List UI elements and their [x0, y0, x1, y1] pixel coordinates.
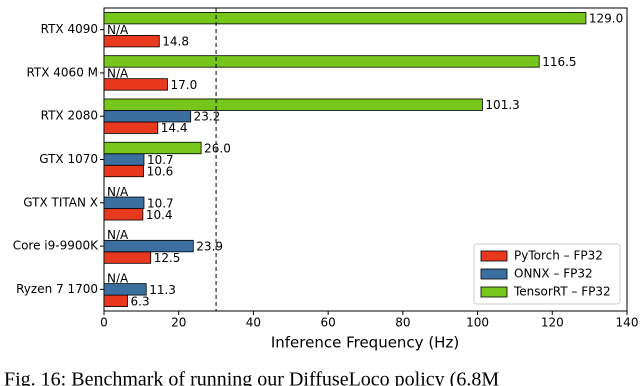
bar [103, 251, 152, 264]
x-tick-label: 100 [466, 316, 489, 330]
legend-label: PyTorch – FP32 [514, 249, 603, 263]
x-tick-label: 140 [616, 316, 639, 330]
value-label: 6.3 [131, 294, 150, 308]
value-label: 129.0 [589, 12, 623, 26]
value-label: N/A [107, 271, 129, 285]
value-label: 101.3 [485, 98, 519, 112]
bar [103, 141, 202, 155]
y-tick-label: RTX 4090 [41, 22, 98, 36]
value-label: 116.5 [542, 55, 576, 69]
legend-swatch [480, 268, 508, 280]
x-axis-label: Inference Frequency (Hz) [271, 334, 459, 352]
value-label: 10.4 [146, 208, 173, 222]
value-label: 23.2 [194, 110, 221, 124]
caption: Fig. 16: Benchmark of running our Diffus… [4, 369, 499, 386]
bar [103, 110, 192, 123]
value-label: 23.9 [196, 240, 223, 254]
x-tick-label: 120 [541, 316, 564, 330]
legend-swatch [480, 250, 508, 262]
value-label: 10.7 [147, 196, 174, 210]
bar [103, 78, 168, 91]
bar [103, 294, 128, 308]
legend-label: TensorRT – FP32 [513, 285, 611, 299]
y-tick-label: Core i9-9900K [13, 239, 99, 253]
bar [103, 98, 483, 111]
value-label: 26.0 [204, 142, 231, 156]
bar [103, 208, 144, 221]
bar [103, 153, 145, 166]
y-tick-label: GTX 1070 [39, 152, 98, 166]
value-label: N/A [107, 228, 129, 242]
value-label: 14.4 [161, 121, 188, 135]
bar [103, 283, 147, 296]
value-label: 10.6 [147, 165, 174, 179]
legend-swatch [480, 286, 508, 298]
x-tick-label: 20 [171, 316, 186, 330]
x-tick-label: 60 [321, 316, 336, 330]
y-tick-label: RTX 4060 M [26, 65, 98, 79]
bar [103, 164, 144, 178]
x-tick-label: 40 [246, 316, 261, 330]
y-tick-label: RTX 2080 [41, 109, 98, 123]
x-tick-label: 80 [395, 316, 410, 330]
x-tick-label: 0 [100, 316, 108, 330]
value-label: 11.3 [149, 283, 176, 297]
bar [103, 55, 540, 68]
legend-box [473, 243, 621, 305]
bar [103, 239, 194, 253]
value-label: N/A [107, 185, 129, 199]
value-label: N/A [107, 66, 129, 80]
value-label: 17.0 [171, 78, 198, 92]
bar [103, 34, 160, 48]
value-label: 10.7 [147, 153, 174, 167]
bar [103, 11, 587, 25]
legend-label: ONNX – FP32 [514, 267, 593, 281]
value-label: 12.5 [154, 251, 181, 265]
y-tick-label: GTX TITAN X [23, 195, 98, 209]
y-tick-label: Ryzen 7 1700 [16, 282, 98, 296]
bar [103, 121, 159, 134]
value-label: N/A [107, 23, 129, 37]
bar [103, 196, 145, 209]
value-label: 14.8 [162, 35, 189, 49]
